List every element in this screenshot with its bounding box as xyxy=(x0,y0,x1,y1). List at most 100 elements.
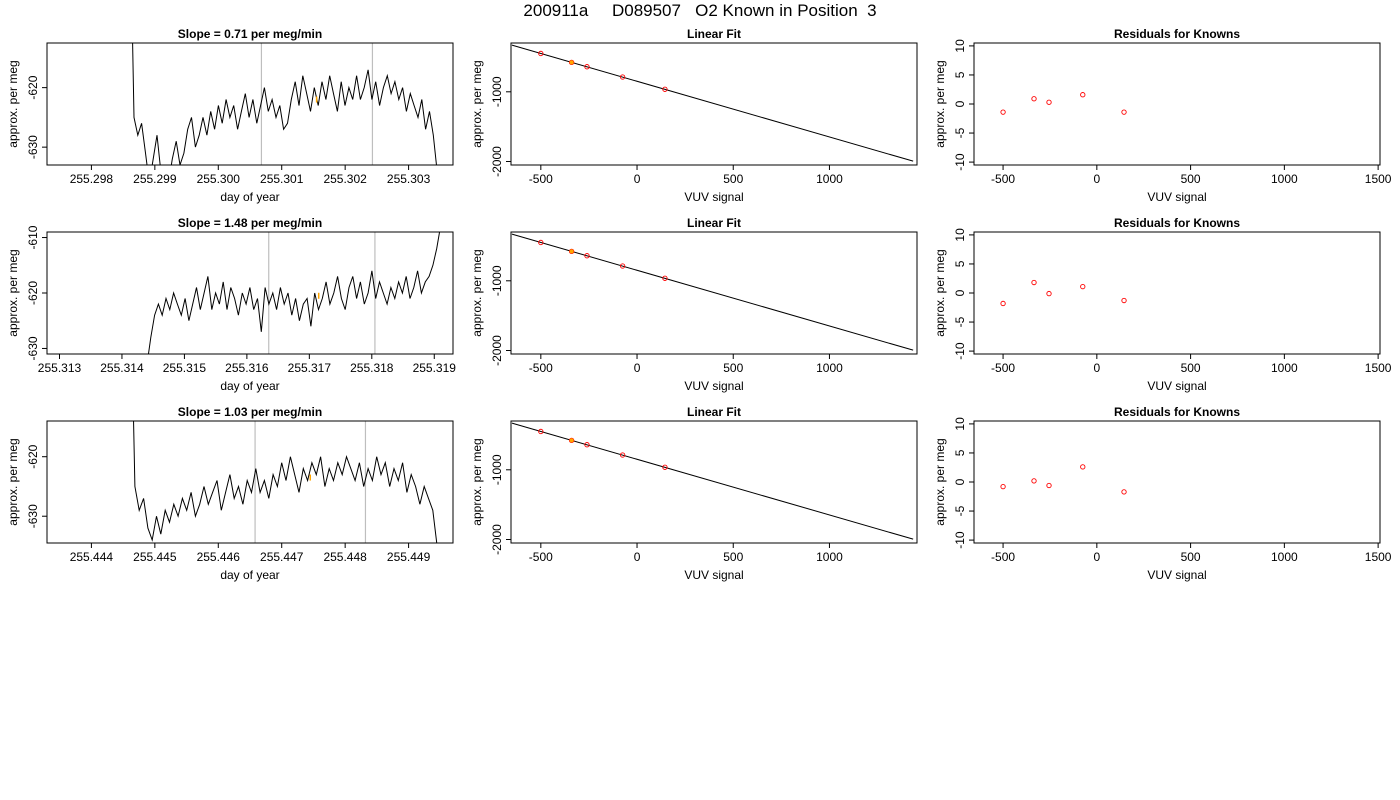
y-axis-label: approx. per meg xyxy=(6,60,20,147)
plot-area xyxy=(1000,279,1127,307)
x-tick-label: 255.315 xyxy=(163,361,207,375)
chart-panel: Linear Fit -500 0 500 1000 -1000 -2000 VUV sign… xyxy=(470,27,918,204)
y-axis-label: approx. per meg xyxy=(933,60,947,147)
chart-panel: Residuals for Knowns -500 0 500 1000 1500 -10 -… xyxy=(933,27,1392,204)
plot-area xyxy=(1000,464,1127,495)
x-tick-label: 0 xyxy=(1093,550,1100,564)
data-point xyxy=(1121,489,1127,495)
x-tick-label: -500 xyxy=(529,550,553,564)
y-axis-label: approx. per meg xyxy=(933,438,947,525)
x-axis-label: day of year xyxy=(220,379,279,393)
panel-title: Residuals for Knowns xyxy=(1114,405,1240,419)
data-point xyxy=(1031,96,1037,102)
data-series-line xyxy=(147,232,441,354)
plot-frame xyxy=(510,420,918,544)
data-point xyxy=(1000,300,1006,307)
y-tick-label: -630 xyxy=(26,336,40,360)
plot-area xyxy=(511,422,914,540)
plot-frame xyxy=(46,420,454,544)
panel-title: Linear Fit xyxy=(687,27,741,41)
y-tick-label: 5 xyxy=(953,449,967,456)
x-tick-label: 255.445 xyxy=(133,550,177,564)
chart-panel: Residuals for Knowns -500 0 500 1000 1500 -10 -… xyxy=(933,405,1392,582)
y-tick-label: -620 xyxy=(26,281,40,305)
chart-panel: Linear Fit -500 0 500 1000 -1000 -2000 VUV sign… xyxy=(470,405,918,582)
x-tick-label: 500 xyxy=(723,172,743,186)
chart-panel: Linear Fit -500 0 500 1000 -1000 -2000 VUV sign… xyxy=(470,216,918,393)
y-tick-label: -2000 xyxy=(490,335,504,366)
y-axis-label: approx. per meg xyxy=(470,438,484,525)
x-tick-label: 255.449 xyxy=(387,550,431,564)
y-tick-label: -5 xyxy=(953,127,967,138)
y-axis-label: approx. per meg xyxy=(6,438,20,525)
y-axis-label: approx. per meg xyxy=(470,249,484,336)
data-point xyxy=(1080,92,1086,98)
x-tick-label: 500 xyxy=(1181,361,1201,375)
plot-frame xyxy=(973,42,1381,166)
data-point xyxy=(538,50,544,57)
x-tick-label: 1500 xyxy=(1365,172,1392,186)
plot-area xyxy=(511,44,914,162)
x-tick-label: 1000 xyxy=(816,172,843,186)
panel-title: Slope = 0.71 per meg/min xyxy=(178,27,322,41)
x-tick-label: 255.319 xyxy=(413,361,457,375)
x-tick-label: 0 xyxy=(634,172,641,186)
x-tick-label: -500 xyxy=(991,550,1015,564)
data-point xyxy=(619,452,626,458)
y-tick-label: 5 xyxy=(953,260,967,267)
x-tick-label: 500 xyxy=(1181,550,1201,564)
data-point xyxy=(619,263,626,269)
data-point xyxy=(568,248,575,255)
y-tick-label: -610 xyxy=(26,225,40,249)
highlight-point xyxy=(569,249,574,254)
chart-panel: Slope = 1.48 per meg/min 255.313 255.314 25… xyxy=(6,216,456,393)
x-tick-label: 255.299 xyxy=(133,172,177,186)
x-axis-label: day of year xyxy=(220,190,279,204)
y-tick-label: -1000 xyxy=(490,265,504,296)
data-point xyxy=(1080,283,1086,290)
panel-title: Linear Fit xyxy=(687,216,741,230)
data-point xyxy=(1000,109,1006,115)
plot-area xyxy=(1000,92,1127,115)
x-tick-label: 500 xyxy=(1181,172,1201,186)
data-point xyxy=(538,239,544,246)
data-point xyxy=(1031,478,1037,484)
y-tick-label: -2000 xyxy=(490,146,504,177)
highlight-point xyxy=(569,438,574,443)
x-tick-label: 1000 xyxy=(1271,172,1298,186)
x-tick-label: 255.446 xyxy=(197,550,241,564)
x-tick-label: 255.444 xyxy=(70,550,114,564)
x-axis-label: VUV signal xyxy=(684,190,743,204)
data-point xyxy=(584,442,590,448)
x-tick-label: 255.302 xyxy=(323,172,367,186)
x-axis-label: VUV signal xyxy=(1147,379,1206,393)
data-point xyxy=(662,464,668,470)
data-point xyxy=(584,64,590,70)
data-point xyxy=(568,437,575,444)
plot-area xyxy=(132,43,437,165)
data-point xyxy=(1080,464,1086,470)
data-series-line xyxy=(133,421,438,543)
y-tick-label: 10 xyxy=(953,228,967,242)
data-point xyxy=(1031,279,1037,286)
x-tick-label: 255.317 xyxy=(288,361,332,375)
plot-frame xyxy=(973,420,1381,544)
figure-title: 200911a D089507 O2 Known in Position 3 xyxy=(523,1,877,20)
data-point xyxy=(584,253,590,259)
data-point xyxy=(538,428,544,435)
x-tick-label: 255.303 xyxy=(387,172,431,186)
x-tick-label: 1500 xyxy=(1365,550,1392,564)
x-tick-label: 0 xyxy=(1093,172,1100,186)
y-tick-label: -5 xyxy=(953,316,967,327)
data-point xyxy=(1046,290,1052,297)
y-tick-label: 10 xyxy=(953,39,967,53)
x-axis-label: VUV signal xyxy=(1147,568,1206,582)
data-point xyxy=(1046,482,1052,489)
data-point xyxy=(1000,483,1006,490)
y-tick-label: -10 xyxy=(953,531,967,549)
y-axis-label: approx. per meg xyxy=(470,60,484,147)
panel-title: Residuals for Knowns xyxy=(1114,216,1240,230)
data-point xyxy=(662,86,668,92)
data-series-line xyxy=(132,43,437,165)
